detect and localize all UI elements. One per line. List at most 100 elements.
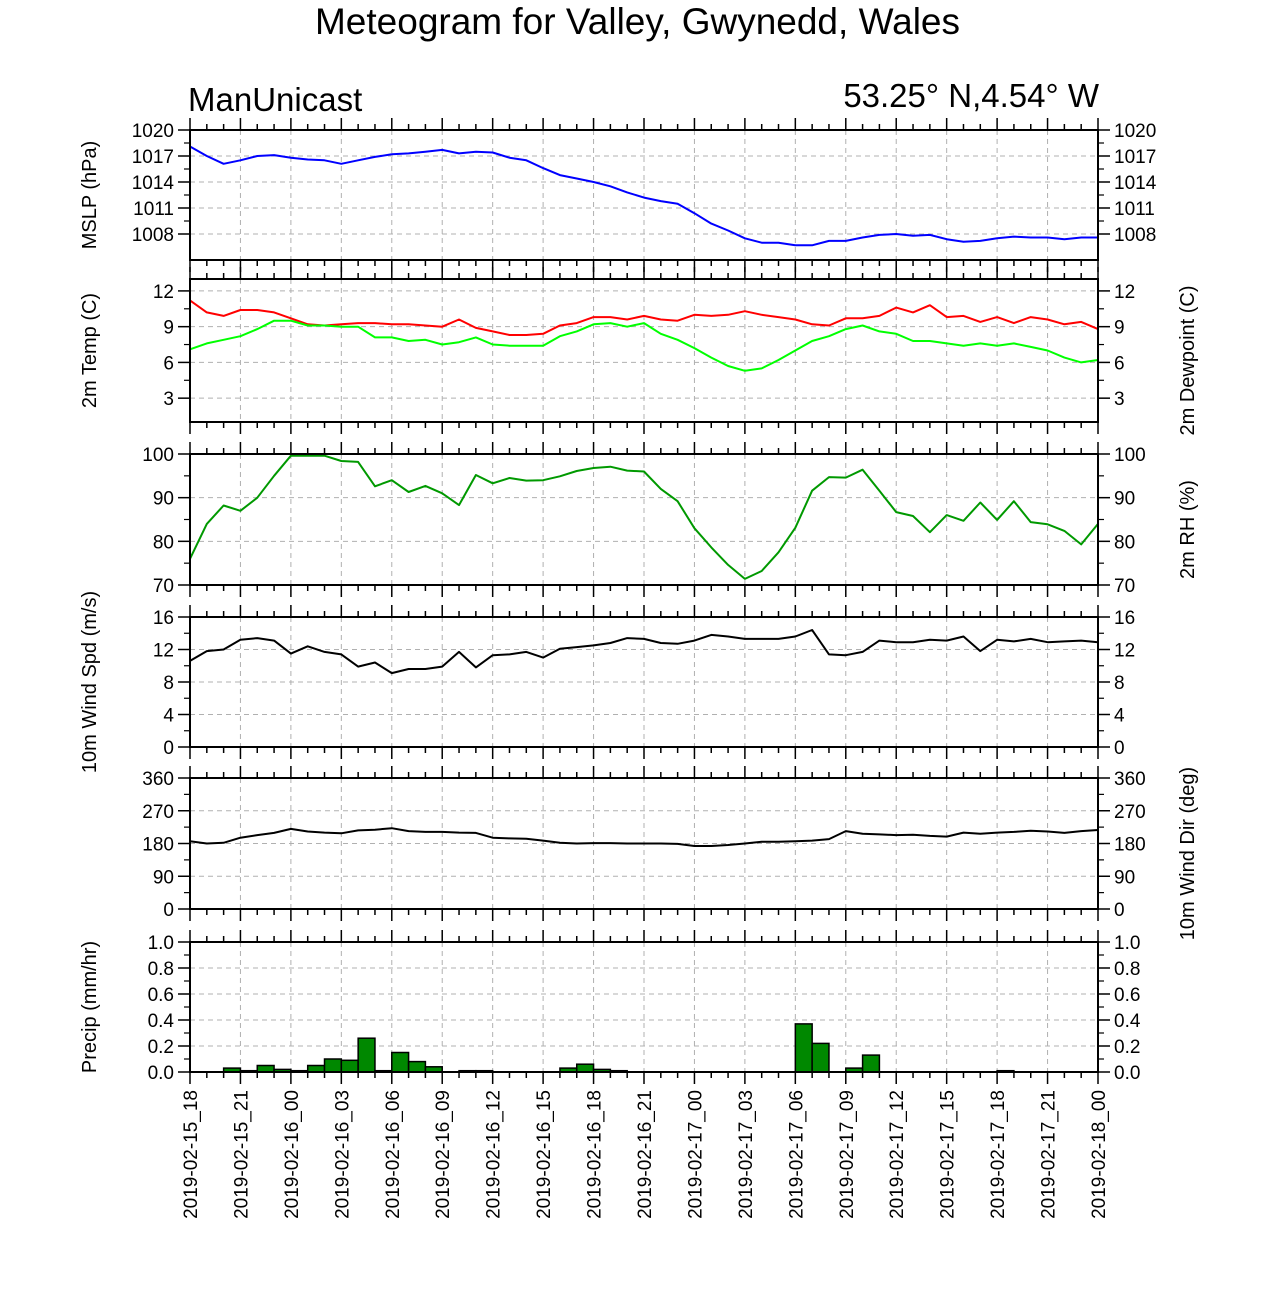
y-tick-label: 1008 — [132, 225, 174, 246]
x-tick-label: 2019-02-17_03 — [736, 1090, 757, 1219]
x-tick-label: 2019-02-16_15 — [534, 1090, 555, 1219]
x-tick-label: 2019-02-18_00 — [1089, 1090, 1110, 1219]
y-tick-label: 0 — [163, 738, 174, 759]
y-tick-label: 8 — [163, 673, 174, 694]
y-tick-label: 70 — [153, 576, 174, 597]
series-line-wind — [189, 629, 1099, 675]
x-tick-label: 2019-02-16_09 — [433, 1090, 454, 1219]
x-tick-label: 2019-02-17_06 — [786, 1090, 807, 1219]
y-axis-label: 10m Wind Spd (m/s) — [79, 591, 101, 773]
y-tick-label: 1.0 — [148, 933, 174, 954]
y-tick-label: 0 — [163, 900, 174, 921]
y-tick-label-right: 4 — [1114, 706, 1125, 727]
y-tick-label: 16 — [153, 608, 174, 629]
y-tick-label-right: 12 — [1114, 282, 1135, 303]
panel-precip: 1.0 1.0 0.8 0.8 0.6 0.6 0.4 0.4 0.2 0.2 0.0 0.0 Prec… — [79, 930, 1141, 1084]
y-tick-label: 6 — [163, 353, 174, 374]
x-tick-label: 2019-02-15_18 — [181, 1090, 202, 1219]
y-tick-label: 90 — [153, 489, 174, 510]
y-tick-label-right: 0.8 — [1114, 959, 1140, 980]
panel-wind: 16 16 12 12 8 8 4 4 0 0 10m Wind Spd (m/s) — [79, 591, 1135, 773]
y-axis-label: Precip (mm/hr) — [79, 941, 101, 1073]
precip-bar — [575, 1063, 595, 1073]
chart-title: Meteogram for Valley, Gwynedd, Wales — [314, 1, 960, 42]
series-line-wdir — [189, 827, 1099, 847]
y-tick-label-right: 90 — [1114, 867, 1135, 888]
x-tick-label: 2019-02-17_21 — [1039, 1090, 1060, 1219]
y-axis-label-right: 2m RH (%) — [1177, 480, 1199, 579]
y-axis-label: 2m Temp (C) — [79, 293, 101, 408]
y-tick-label: 1011 — [133, 199, 174, 220]
precip-bar — [811, 1042, 830, 1073]
precip-bar — [861, 1054, 881, 1073]
y-tick-label: 1017 — [132, 147, 174, 168]
y-tick-label-right: 1008 — [1114, 225, 1156, 246]
precip-bar — [323, 1058, 343, 1073]
x-tick-label: 2019-02-16_06 — [383, 1090, 404, 1219]
y-tick-label-right: 16 — [1114, 608, 1135, 629]
y-tick-label: 180 — [142, 835, 174, 856]
x-tick-label: 2019-02-17_00 — [685, 1090, 706, 1219]
y-tick-label: 12 — [153, 282, 174, 303]
y-tick-label-right: 80 — [1114, 532, 1135, 553]
y-tick-label-right: 270 — [1114, 802, 1146, 823]
y-tick-label-right: 3 — [1114, 389, 1125, 410]
y-tick-label: 9 — [163, 318, 174, 339]
x-tick-label: 2019-02-17_12 — [887, 1090, 908, 1219]
y-tick-label-right: 9 — [1114, 318, 1125, 339]
y-axis-label-right: 10m Wind Dir (deg) — [1177, 767, 1199, 940]
y-tick-label: 0.2 — [148, 1037, 174, 1058]
panel-temp: 12 12 9 9 6 6 3 3 2m Temp (C) 2m Dewpoint (C) — [79, 267, 1199, 436]
y-tick-label-right: 0 — [1114, 738, 1125, 759]
x-tick-label: 2019-02-16_18 — [585, 1090, 606, 1219]
series-line-temp — [189, 299, 1099, 336]
y-axis-label: MSLP (hPa) — [79, 141, 101, 250]
x-axis-labels: 2019-02-15_18 2019-02-15_21 2019-02-16_00 2… — [181, 1090, 1110, 1219]
precip-bar — [407, 1060, 427, 1073]
precip-bar — [391, 1051, 410, 1073]
y-tick-label-right: 0.0 — [1114, 1063, 1140, 1084]
x-tick-label: 2019-02-16_12 — [484, 1090, 505, 1219]
y-tick-label-right: 8 — [1114, 673, 1125, 694]
y-tick-label-right: 0.2 — [1114, 1037, 1140, 1058]
x-tick-label: 2019-02-16_21 — [635, 1090, 656, 1219]
panel-mslp: 1020 1020 1017 1017 1014 1014 1011 1011 1008 1008… — [79, 118, 1157, 272]
y-tick-label: 0.6 — [148, 985, 174, 1006]
y-tick-label-right: 1011 — [1114, 199, 1155, 220]
y-tick-label-right: 90 — [1114, 489, 1135, 510]
y-tick-label-right: 0 — [1114, 900, 1125, 921]
panel-wdir: 360 360 270 270 180 180 90 90 0 0 10m Wind Dir (de… — [142, 766, 1199, 940]
y-tick-label-right: 1020 — [1114, 121, 1156, 142]
panel-rh: 100 100 90 90 80 80 70 70 2m RH (%) — [142, 442, 1199, 597]
location-coordinates: 53.25° N,4.54° W — [843, 77, 1099, 114]
x-tick-label: 2019-02-17_18 — [988, 1090, 1009, 1219]
y-tick-label-right: 1.0 — [1114, 933, 1140, 954]
y-tick-label-right: 12 — [1114, 641, 1135, 662]
model-label: ManUnicast — [188, 81, 363, 118]
y-tick-label: 12 — [153, 641, 174, 662]
y-tick-label-right: 0.4 — [1114, 1011, 1141, 1032]
y-tick-label: 0.0 — [148, 1063, 174, 1084]
y-tick-label: 1014 — [132, 173, 175, 194]
y-tick-label: 0.8 — [148, 959, 174, 980]
y-tick-label: 90 — [153, 867, 174, 888]
y-tick-label-right: 360 — [1114, 769, 1146, 790]
y-tick-label: 0.4 — [148, 1011, 175, 1032]
precip-bar — [340, 1059, 359, 1073]
y-tick-label: 3 — [163, 389, 174, 410]
series-line-temp — [189, 319, 1099, 372]
y-tick-label-right: 0.6 — [1114, 985, 1140, 1006]
series-line-rh — [189, 454, 1099, 580]
y-tick-label: 80 — [153, 532, 174, 553]
y-tick-label: 100 — [142, 445, 174, 466]
y-tick-label-right: 70 — [1114, 576, 1135, 597]
x-tick-label: 2019-02-17_09 — [837, 1090, 858, 1219]
x-tick-label: 2019-02-16_00 — [282, 1090, 303, 1219]
y-tick-label-right: 180 — [1114, 835, 1146, 856]
y-tick-label: 1020 — [132, 121, 174, 142]
x-tick-label: 2019-02-15_21 — [231, 1090, 252, 1219]
y-tick-label: 270 — [142, 802, 174, 823]
x-tick-label: 2019-02-16_03 — [332, 1090, 353, 1219]
y-tick-label-right: 1017 — [1114, 147, 1156, 168]
